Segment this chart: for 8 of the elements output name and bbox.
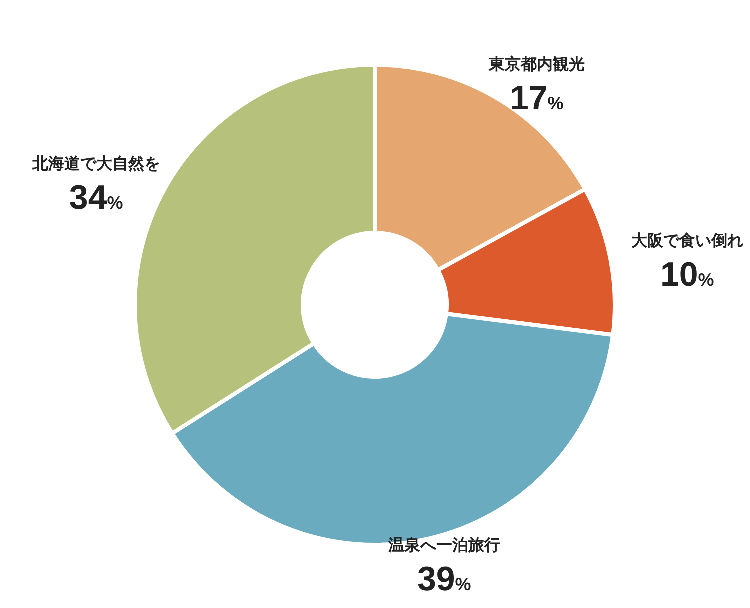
slice-label: 大阪で食い倒れ: [631, 232, 744, 250]
slice-label: 北海道で大自然を: [31, 154, 160, 173]
data-label: 34%: [69, 178, 124, 217]
data-label: 39%: [417, 560, 472, 599]
slice-label: 温泉へ一泊旅行: [387, 536, 500, 555]
data-label: 10%: [660, 256, 714, 294]
slice-label: 東京都内観光: [488, 55, 585, 74]
data-label: 17%: [510, 79, 564, 118]
